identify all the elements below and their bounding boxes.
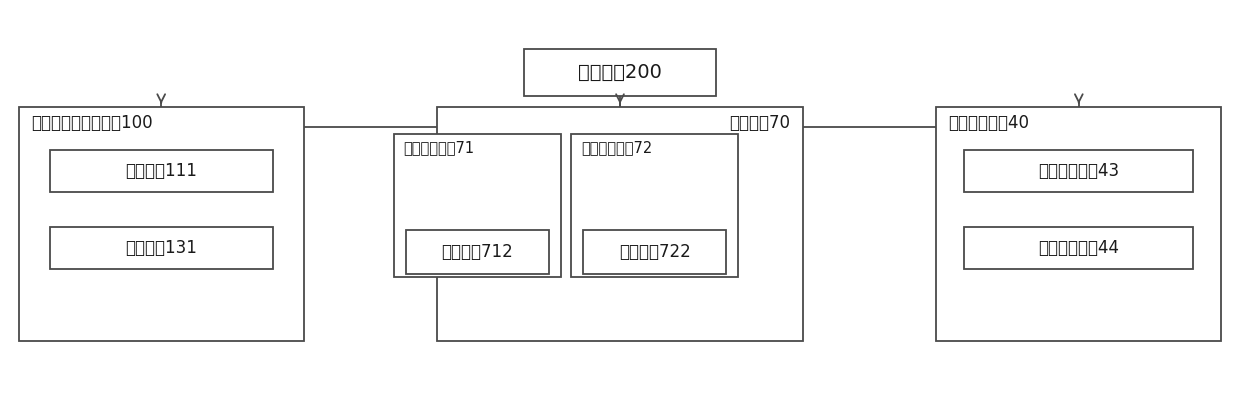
- Bar: [584, 230, 727, 274]
- Bar: [965, 226, 1193, 269]
- Text: 控制组件200: 控制组件200: [578, 63, 662, 82]
- Text: 驱动组件722: 驱动组件722: [619, 243, 691, 261]
- Text: 第二门体组件40: 第二门体组件40: [949, 114, 1029, 132]
- Text: 第二驱动机构44: 第二驱动机构44: [1038, 239, 1120, 257]
- Text: 第一驱动机构43: 第一驱动机构43: [1038, 162, 1120, 180]
- Text: 第二阀门131: 第二阀门131: [125, 239, 197, 257]
- Bar: [19, 107, 304, 341]
- Text: 地板组件70: 地板组件70: [729, 114, 791, 132]
- Bar: [965, 150, 1193, 193]
- Bar: [394, 134, 560, 277]
- Bar: [936, 107, 1221, 341]
- Text: 泄漏收集与监测组件100: 泄漏收集与监测组件100: [31, 114, 153, 132]
- Bar: [438, 107, 802, 341]
- Bar: [570, 134, 738, 277]
- Bar: [407, 230, 549, 274]
- Bar: [50, 226, 273, 269]
- Bar: [523, 50, 717, 96]
- Text: 第一底板组件71: 第一底板组件71: [404, 140, 475, 155]
- Text: 第一阀门111: 第一阀门111: [125, 162, 197, 180]
- Bar: [50, 150, 273, 193]
- Text: 第二底板组件72: 第二底板组件72: [580, 140, 652, 155]
- Text: 电动葫芦712: 电动葫芦712: [441, 243, 513, 261]
